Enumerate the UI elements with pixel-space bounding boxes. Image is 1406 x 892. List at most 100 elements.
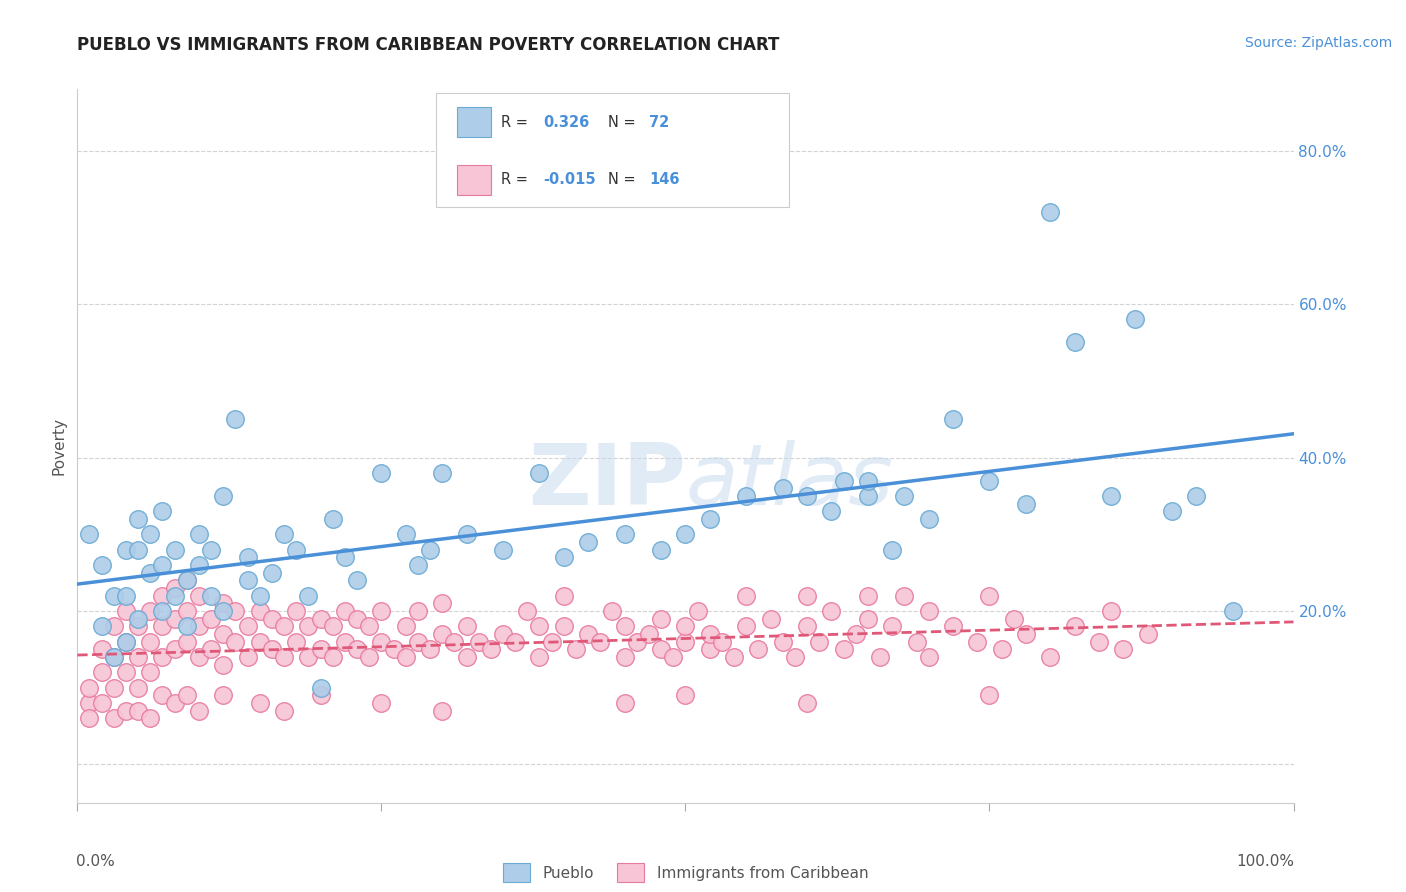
Point [1063,335,1085,350]
Point [675,527,697,541]
Point [576,535,599,549]
Point [1112,642,1135,657]
Point [882,619,904,633]
Point [479,642,502,657]
Point [699,512,721,526]
Point [90,558,112,572]
Point [699,642,721,657]
Point [127,619,149,633]
Point [176,619,198,633]
Point [796,696,818,710]
Point [808,634,831,648]
Point [200,542,222,557]
Y-axis label: Poverty: Poverty [51,417,66,475]
Point [492,627,515,641]
Point [1099,604,1122,618]
Point [796,489,818,503]
Point [456,650,478,665]
Point [1185,489,1208,503]
Text: R =: R = [501,172,531,187]
Point [176,689,198,703]
Point [273,527,295,541]
Point [212,604,235,618]
Point [79,696,101,710]
Point [370,604,392,618]
Point [163,581,186,595]
Text: 72: 72 [650,114,669,129]
Point [710,634,733,648]
Point [443,634,465,648]
Point [979,689,1001,703]
Point [735,619,758,633]
Point [346,612,368,626]
FancyBboxPatch shape [436,93,789,207]
Point [419,642,441,657]
Point [430,704,453,718]
Point [772,481,794,495]
Text: R =: R = [501,114,531,129]
Text: atlas: atlas [686,440,893,524]
Point [553,589,575,603]
Point [188,558,211,572]
Point [103,650,125,665]
Point [529,466,551,480]
FancyBboxPatch shape [457,107,491,137]
Point [127,681,149,695]
Point [626,634,648,648]
Point [200,612,222,626]
Point [1015,497,1038,511]
Point [406,604,429,618]
Point [979,474,1001,488]
Point [139,711,162,725]
Point [90,619,112,633]
Point [613,650,636,665]
Point [942,619,965,633]
Point [613,619,636,633]
Point [918,604,941,618]
Text: Source: ZipAtlas.com: Source: ZipAtlas.com [1244,36,1392,50]
Point [1088,634,1111,648]
Point [127,650,149,665]
Point [176,574,198,588]
Point [783,650,806,665]
Text: ZIP: ZIP [527,440,686,524]
Point [200,589,222,603]
Point [249,604,271,618]
Point [236,650,259,665]
Point [419,542,441,557]
Text: 0.326: 0.326 [543,114,589,129]
Text: N =: N = [607,114,640,129]
Point [503,634,526,648]
Point [492,542,515,557]
Point [613,527,636,541]
Point [115,542,138,557]
Point [273,650,295,665]
Point [1039,650,1062,665]
Point [176,634,198,648]
Point [406,634,429,648]
Point [212,489,235,503]
Point [236,619,259,633]
Point [249,589,271,603]
Point [735,489,758,503]
Point [322,512,344,526]
Point [990,642,1012,657]
Point [1125,312,1147,326]
Point [662,650,685,665]
Point [553,550,575,565]
Point [79,527,101,541]
Point [163,589,186,603]
Point [127,512,149,526]
Legend: Pueblo, Immigrants from Caribbean: Pueblo, Immigrants from Caribbean [496,857,875,888]
Point [309,689,332,703]
Point [430,466,453,480]
Point [139,566,162,580]
Point [139,665,162,680]
Point [273,619,295,633]
Point [297,589,319,603]
Text: -0.015: -0.015 [543,172,596,187]
Point [918,650,941,665]
Point [529,650,551,665]
Point [309,612,332,626]
Point [1222,604,1244,618]
